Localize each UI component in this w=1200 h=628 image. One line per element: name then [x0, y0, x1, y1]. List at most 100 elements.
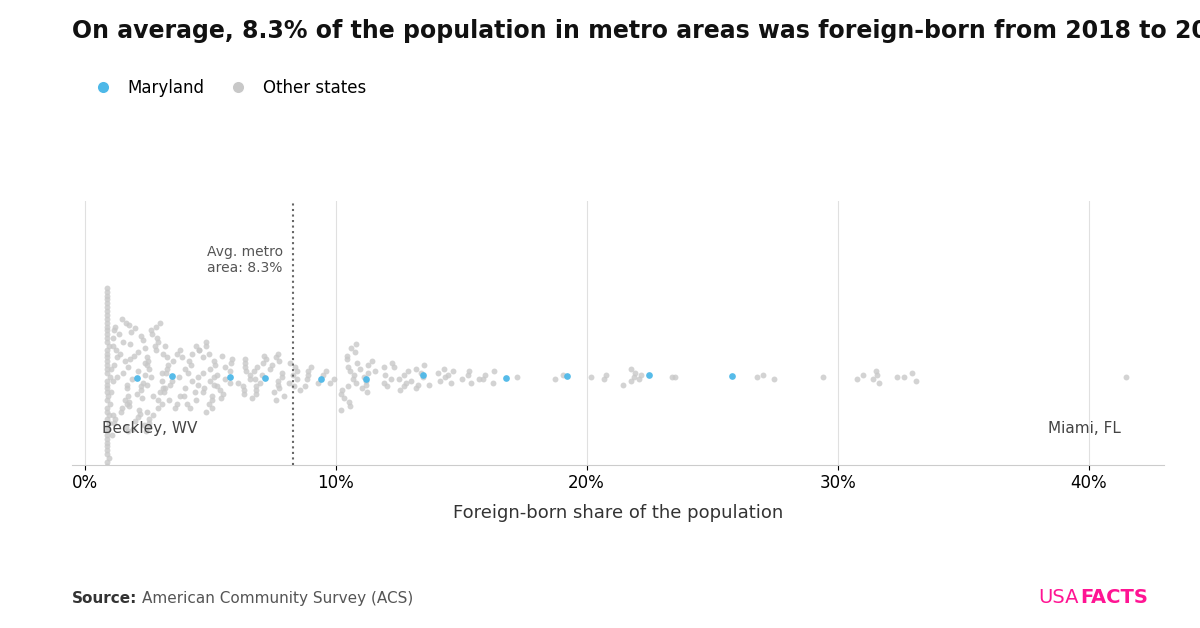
Point — [253, 358, 272, 368]
Point — [102, 387, 121, 398]
Text: On average, 8.3% of the population in metro areas was foreign-born from 2018 to : On average, 8.3% of the population in me… — [72, 19, 1200, 43]
Point — [287, 374, 306, 384]
Point — [139, 364, 158, 374]
Point — [161, 379, 180, 389]
Point — [356, 376, 376, 386]
Point — [420, 379, 439, 389]
Point — [313, 370, 332, 380]
Point — [97, 314, 116, 324]
Point — [138, 352, 157, 362]
Point — [104, 360, 124, 371]
Point — [133, 335, 152, 345]
Point — [98, 391, 118, 401]
Point — [97, 302, 116, 312]
Point — [221, 358, 240, 368]
Point — [97, 441, 116, 452]
Point — [235, 354, 254, 364]
Point — [158, 360, 178, 371]
Point — [247, 386, 266, 396]
Point — [166, 403, 185, 413]
Point — [119, 391, 138, 401]
Point — [764, 374, 784, 384]
Point — [139, 414, 158, 425]
Point — [118, 383, 137, 393]
Point — [97, 318, 116, 328]
Point — [208, 381, 227, 391]
Point — [629, 374, 648, 384]
Point — [444, 366, 463, 376]
Point — [331, 389, 350, 399]
Point — [234, 381, 253, 391]
Point — [280, 377, 299, 387]
Point — [442, 377, 461, 387]
Point — [103, 376, 122, 386]
Point — [266, 395, 286, 405]
Point — [269, 376, 288, 386]
Point — [188, 372, 208, 382]
Point — [362, 356, 382, 366]
Point — [254, 350, 274, 360]
Point — [114, 337, 133, 347]
Point — [343, 374, 362, 384]
Point — [596, 370, 616, 380]
Point — [383, 358, 402, 368]
Point — [179, 356, 198, 366]
Point — [626, 368, 646, 378]
Point — [156, 368, 175, 378]
Point — [118, 379, 137, 389]
Point — [234, 386, 253, 396]
Point — [272, 372, 292, 382]
Point — [434, 372, 454, 382]
Point — [97, 438, 116, 448]
Point — [180, 403, 199, 413]
Point — [296, 381, 316, 391]
Point — [113, 314, 132, 324]
Point — [132, 393, 151, 403]
Point — [160, 395, 179, 405]
Point — [222, 354, 241, 364]
Point — [97, 376, 116, 386]
Point — [100, 341, 119, 351]
Point — [334, 393, 353, 403]
Point — [148, 333, 167, 343]
Point — [113, 403, 132, 413]
Point — [262, 360, 281, 371]
Point — [338, 362, 358, 372]
Point — [272, 368, 292, 378]
Point — [97, 291, 116, 301]
Point — [102, 364, 121, 374]
Point — [125, 323, 144, 333]
Point — [170, 391, 190, 401]
Point — [143, 391, 162, 401]
Point — [338, 397, 358, 407]
Point — [666, 372, 685, 382]
Point — [118, 399, 137, 409]
Point — [317, 366, 336, 376]
Point — [301, 362, 320, 372]
Point — [97, 306, 116, 316]
Point — [398, 366, 418, 376]
Point — [389, 374, 408, 384]
Text: Miami, FL: Miami, FL — [1049, 421, 1121, 436]
Point — [97, 360, 116, 371]
Point — [347, 358, 366, 368]
Point — [100, 418, 119, 428]
Point — [136, 370, 155, 380]
Point — [256, 373, 275, 383]
Point — [119, 401, 138, 411]
Point — [341, 366, 360, 376]
Point — [137, 426, 156, 436]
Point — [106, 414, 125, 425]
Text: USA: USA — [1038, 588, 1079, 607]
Point — [100, 453, 119, 463]
Point — [104, 325, 124, 335]
Point — [120, 354, 139, 364]
Point — [221, 366, 240, 376]
Point — [485, 366, 504, 376]
Point — [133, 377, 152, 387]
Point — [864, 374, 883, 384]
Point — [497, 373, 516, 383]
Point — [622, 376, 641, 386]
Point — [146, 345, 166, 355]
Point — [169, 372, 188, 382]
